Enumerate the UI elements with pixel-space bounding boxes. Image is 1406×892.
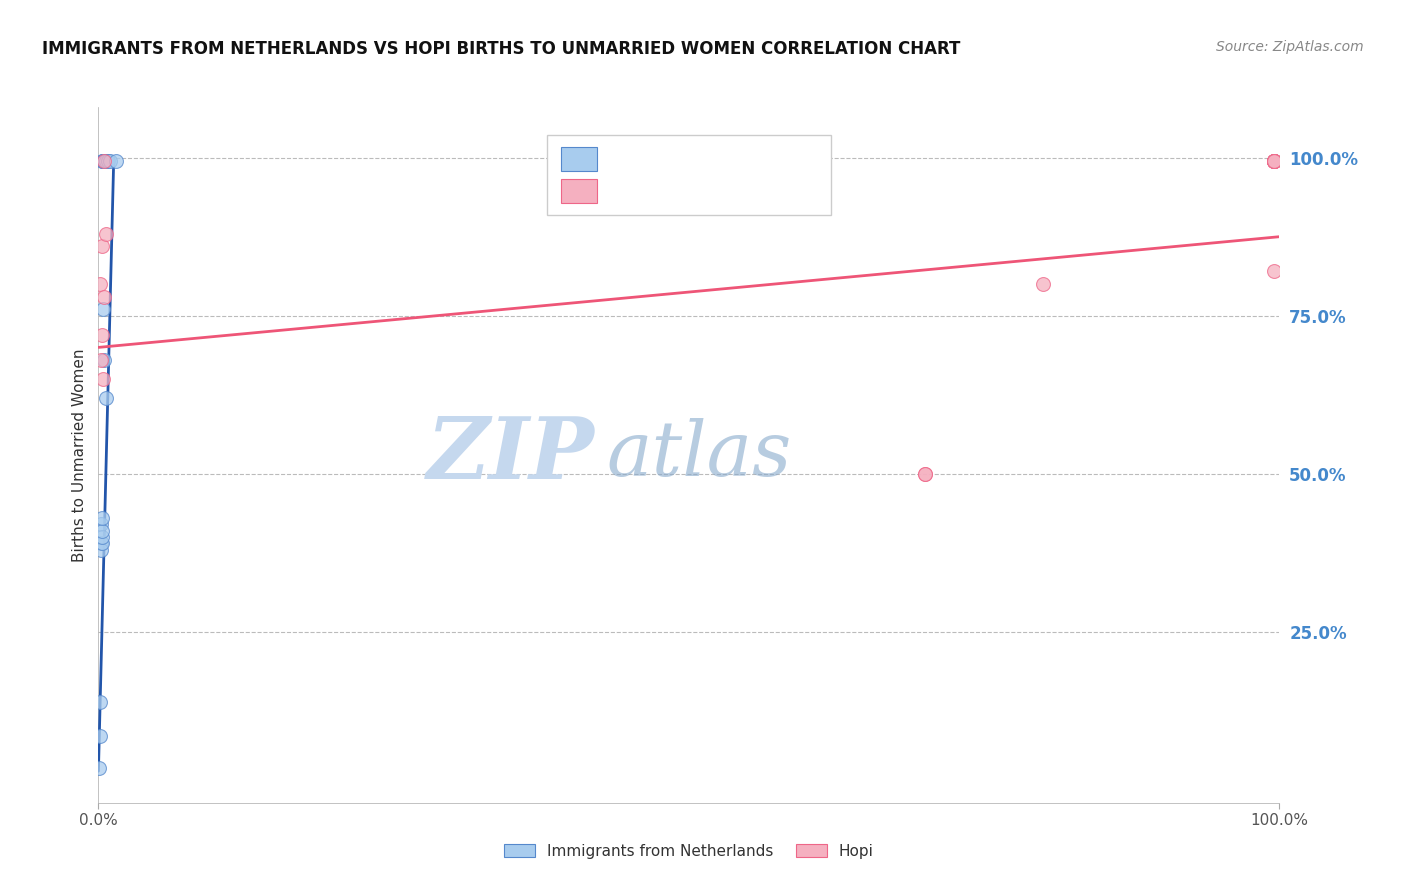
Point (1263, 153, 1285, 168)
Point (87, 761, 110, 775)
Point (89, 277, 111, 292)
Point (91, 153, 114, 168)
Point (93, 153, 115, 168)
Point (98, 153, 121, 168)
Point (1263, 153, 1285, 168)
Point (91, 153, 114, 168)
Point (1263, 153, 1285, 168)
Point (90, 353, 112, 368)
Point (93, 290, 115, 304)
Point (1032, 277, 1054, 292)
Point (1263, 153, 1285, 168)
Text: Source: ZipAtlas.com: Source: ZipAtlas.com (1216, 40, 1364, 54)
Point (94, 227, 117, 241)
Point (90, 542, 112, 557)
Y-axis label: Births to Unmarried Women: Births to Unmarried Women (72, 348, 87, 562)
Point (90, 517, 112, 532)
Point (93, 153, 115, 168)
Point (94, 391, 117, 405)
Text: R = 0.676   N = 24: R = 0.676 N = 24 (612, 150, 796, 168)
Point (91, 536, 114, 550)
Text: atlas: atlas (606, 418, 792, 491)
Point (91, 327, 114, 342)
Point (1263, 153, 1285, 168)
Point (91, 239, 114, 253)
Point (93, 153, 115, 168)
Point (89, 730, 111, 744)
FancyBboxPatch shape (561, 147, 596, 171)
Point (105, 153, 128, 168)
Point (91, 511, 114, 525)
Point (1263, 153, 1285, 168)
Point (1263, 153, 1285, 168)
Legend: Immigrants from Netherlands, Hopi: Immigrants from Netherlands, Hopi (498, 838, 880, 864)
FancyBboxPatch shape (547, 135, 831, 215)
FancyBboxPatch shape (561, 178, 596, 202)
Point (1263, 153, 1285, 168)
Point (914, 467, 936, 481)
Text: IMMIGRANTS FROM NETHERLANDS VS HOPI BIRTHS TO UNMARRIED WOMEN CORRELATION CHART: IMMIGRANTS FROM NETHERLANDS VS HOPI BIRT… (42, 40, 960, 58)
Point (91, 302, 114, 317)
Point (1263, 153, 1285, 168)
Point (93, 353, 115, 368)
Point (91, 524, 114, 538)
Point (90, 536, 112, 550)
Point (97, 153, 120, 168)
Point (1263, 264, 1285, 278)
Point (91, 530, 114, 544)
Point (1263, 153, 1285, 168)
Point (89, 695, 111, 709)
Point (94, 153, 117, 168)
Text: R = 0.210   N = 22: R = 0.210 N = 22 (612, 182, 796, 200)
Point (914, 467, 936, 481)
Text: ZIP: ZIP (426, 413, 595, 497)
Point (91, 153, 114, 168)
Point (91, 372, 114, 386)
Point (91, 153, 114, 168)
Point (93, 153, 115, 168)
